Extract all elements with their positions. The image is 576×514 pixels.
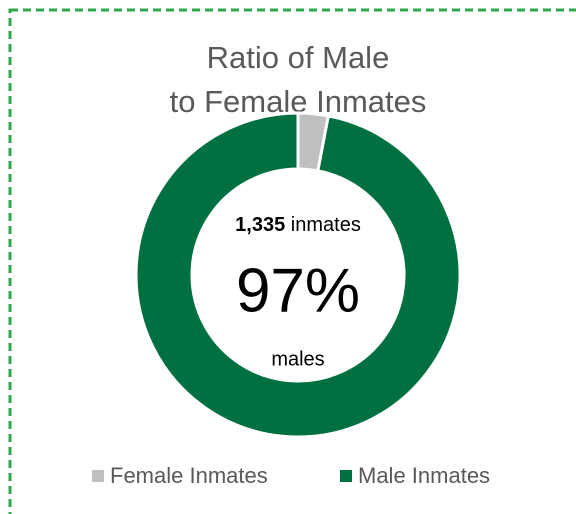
value-label: 97% xyxy=(236,256,360,325)
count-unit: inmates xyxy=(291,214,361,236)
chart-title: Ratio of Male xyxy=(207,40,390,75)
frame xyxy=(8,8,576,514)
donut-slice xyxy=(134,111,462,439)
legend-swatch xyxy=(92,470,104,482)
legend-label: Male Inmates xyxy=(358,463,490,488)
legend-label: Female Inmates xyxy=(110,463,268,488)
center-caption: males xyxy=(271,348,324,370)
count: 1,335 xyxy=(235,214,285,236)
center-count: 1,335 inmates xyxy=(235,214,361,236)
legend-swatch xyxy=(340,470,352,482)
